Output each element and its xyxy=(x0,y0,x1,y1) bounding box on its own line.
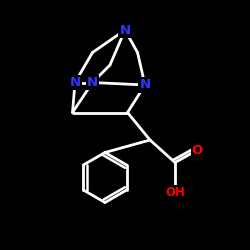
Text: O: O xyxy=(192,144,203,156)
Text: N: N xyxy=(120,24,130,36)
Text: N: N xyxy=(70,76,80,89)
Text: N: N xyxy=(87,76,98,89)
Text: OH: OH xyxy=(165,186,185,199)
Text: N: N xyxy=(140,78,150,92)
